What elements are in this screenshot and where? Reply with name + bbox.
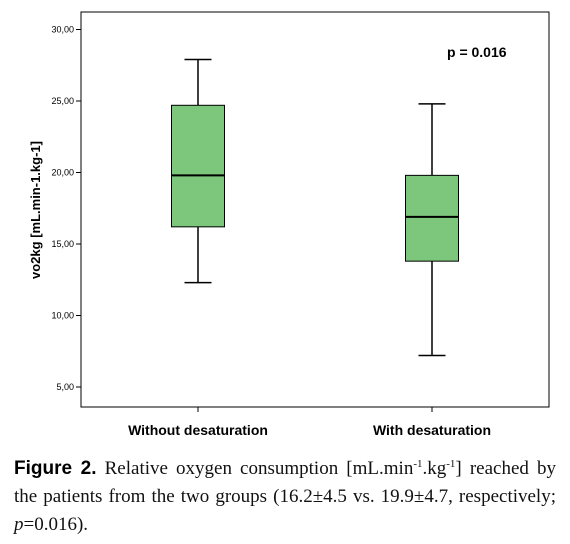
- caption-text-2: .kg: [422, 458, 447, 479]
- y-tick-label: 15,00: [51, 239, 74, 249]
- y-tick-label: 10,00: [51, 311, 74, 321]
- x-category-label: Without desaturation: [128, 422, 268, 438]
- caption-p-italic: p: [14, 514, 24, 535]
- y-tick-label: 30,00: [51, 25, 74, 35]
- iqr-box: [405, 174, 459, 262]
- x-axis: Without desaturation With desaturation: [128, 407, 491, 438]
- boxes: [171, 58, 459, 357]
- caption-sup-2: -1: [446, 458, 456, 470]
- y-axis-label: vo2kg [mL.min-1.kg-1]: [28, 141, 43, 279]
- caption-text-4: =0.016).: [23, 514, 89, 535]
- box-group: [171, 58, 225, 284]
- y-tick-label: 5,00: [56, 382, 74, 392]
- y-tick-label: 20,00: [51, 168, 74, 178]
- iqr-box: [171, 104, 225, 228]
- figure-label: Figure 2.: [14, 458, 97, 479]
- y-axis: 5,00 10,00 15,00 20,00 25,00 30,00: [51, 25, 81, 392]
- box-plot-chart: 5,00 10,00 15,00 20,00 25,00 30,00 Without de…: [28, 11, 550, 438]
- x-category-label: With desaturation: [373, 422, 491, 438]
- y-tick-label: 25,00: [51, 96, 74, 106]
- box-group: [405, 103, 459, 357]
- caption-text-1: Relative oxygen consumption [mL.min: [96, 458, 414, 479]
- caption-text-3: ] reached by the patients from the two g…: [14, 458, 556, 507]
- caption-sup-1: -1: [413, 458, 423, 470]
- figure-caption: Figure 2. Relative oxygen consumption [m…: [14, 455, 556, 539]
- plot-frame: [80, 11, 550, 408]
- p-value-annotation: p = 0.016: [447, 44, 507, 60]
